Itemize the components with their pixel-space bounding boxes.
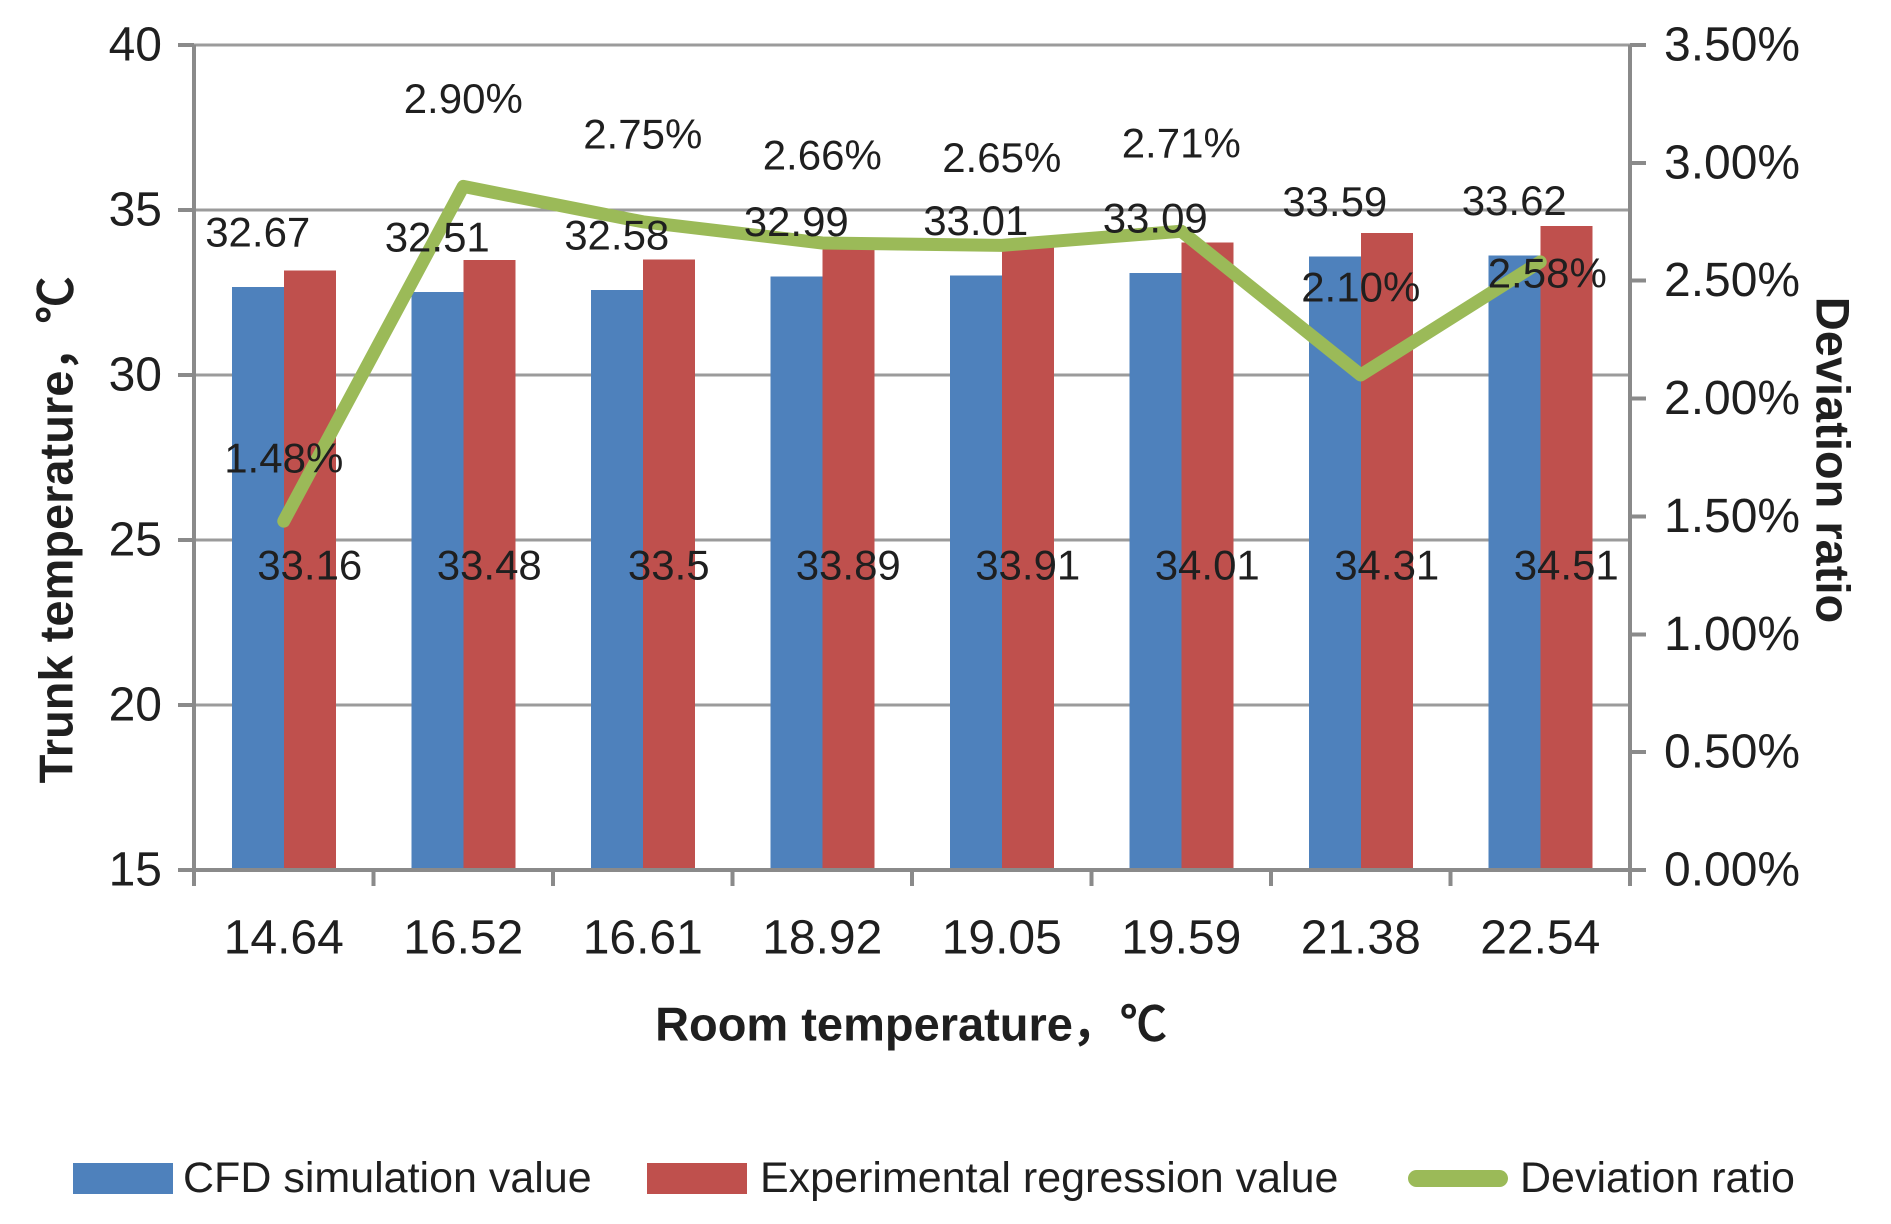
legend-label-experimental: Experimental regression value <box>760 1154 1339 1202</box>
right-axis-tick-label: 0.50% <box>1664 726 1800 779</box>
bar-cfd-simulation <box>411 292 464 870</box>
legend-swatch-deviation-line <box>1408 1170 1508 1187</box>
left-axis-tick-label: 15 <box>109 844 162 897</box>
legend-swatch-experimental-bar <box>647 1163 747 1194</box>
right-axis-tick-label: 2.50% <box>1664 254 1800 307</box>
legend-label-cfd: CFD simulation value <box>183 1154 592 1202</box>
cfd-bar-value-label: 32.67 <box>205 208 310 255</box>
bar-experimental-regression <box>1181 242 1234 871</box>
bar-experimental-regression <box>463 260 516 870</box>
bar-cfd-simulation <box>770 276 823 871</box>
bar-experimental-regression <box>1360 232 1413 870</box>
cfd-bar-value-label: 33.59 <box>1282 178 1387 225</box>
cfd-bar-value-label: 33.62 <box>1462 177 1567 224</box>
bar-cfd-simulation <box>949 275 1002 870</box>
deviation-ratio-value-label: 2.58% <box>1488 250 1607 297</box>
right-axis-tick-label: 2.00% <box>1664 372 1800 425</box>
left-axis-tick-label: 35 <box>109 184 162 237</box>
bar-cfd-simulation <box>1488 255 1541 871</box>
bar-experimental-regression <box>283 270 336 871</box>
deviation-ratio-value-label: 2.90% <box>404 75 523 122</box>
cfd-bar-value-label: 32.51 <box>385 214 490 261</box>
x-axis-category-label: 18.92 <box>762 912 882 965</box>
x-axis-category-label: 21.38 <box>1301 912 1421 965</box>
experimental-bar-value-label: 33.48 <box>437 542 542 589</box>
left-axis-tick-label: 30 <box>109 349 162 402</box>
right-axis-tick-label: 0.00% <box>1664 844 1800 897</box>
x-axis-category-label: 14.64 <box>224 912 344 965</box>
experimental-bar-value-label: 33.89 <box>796 542 901 589</box>
left-axis-title: Trunk temperature，℃ <box>29 276 83 784</box>
cfd-bar-value-label: 32.99 <box>744 198 849 245</box>
cfd-bar-value-label: 33.01 <box>923 197 1028 244</box>
right-axis-title: Deviation ratio <box>1806 296 1860 624</box>
left-axis-tick-label: 25 <box>109 514 162 567</box>
left-axis-tick-label: 20 <box>109 679 162 732</box>
right-axis-tick-label: 3.00% <box>1664 136 1800 189</box>
x-axis-category-label: 22.54 <box>1480 912 1600 965</box>
bar-experimental-regression <box>642 259 695 870</box>
cfd-bar-value-label: 32.58 <box>564 211 669 258</box>
x-axis-category-label: 16.52 <box>403 912 523 965</box>
experimental-bar-value-label: 33.16 <box>257 542 362 589</box>
bar-cfd-simulation <box>231 286 284 870</box>
bar-cfd-simulation <box>590 289 643 870</box>
left-axis-tick-label: 40 <box>109 19 162 72</box>
x-axis-category-label: 19.05 <box>942 912 1062 965</box>
right-axis-tick-label: 1.00% <box>1664 608 1800 661</box>
right-axis-tick-label: 1.50% <box>1664 490 1800 543</box>
bar-cfd-simulation <box>1129 273 1182 870</box>
bar-experimental-regression <box>1001 245 1054 871</box>
experimental-bar-value-label: 34.31 <box>1334 542 1439 589</box>
experimental-bar-value-label: 33.5 <box>628 542 710 589</box>
cfd-bar-value-label: 33.09 <box>1103 195 1208 242</box>
bar-experimental-regression <box>822 246 875 870</box>
legend-swatch-cfd-bar <box>73 1163 173 1194</box>
bar-experimental-regression <box>1540 226 1593 871</box>
experimental-bar-value-label: 34.51 <box>1514 542 1619 589</box>
deviation-ratio-value-label: 2.75% <box>583 110 702 157</box>
deviation-ratio-value-label: 2.65% <box>942 134 1061 181</box>
deviation-ratio-value-label: 2.10% <box>1301 264 1420 311</box>
x-axis-title: Room temperature，℃ <box>655 997 1167 1051</box>
deviation-ratio-value-label: 1.48% <box>224 435 343 482</box>
experimental-bar-value-label: 33.91 <box>975 542 1080 589</box>
right-axis-tick-label: 3.50% <box>1664 19 1800 72</box>
experimental-bar-value-label: 34.01 <box>1155 542 1260 589</box>
legend-label-deviation: Deviation ratio <box>1520 1154 1795 1202</box>
deviation-ratio-value-label: 2.71% <box>1122 120 1241 167</box>
deviation-ratio-line <box>277 179 1547 528</box>
x-axis-category-label: 16.61 <box>583 912 703 965</box>
x-axis-category-label: 19.59 <box>1121 912 1241 965</box>
deviation-ratio-value-label: 2.66% <box>763 132 882 179</box>
